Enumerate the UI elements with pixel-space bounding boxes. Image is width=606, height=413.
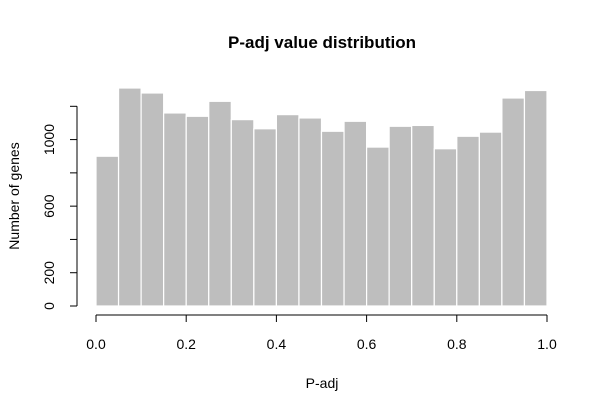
histogram-bar xyxy=(523,89,548,307)
x-tick-label: 0.6 xyxy=(357,336,377,352)
x-axis: 0.0 0.2 0.4 0.6 0.8 1.0 xyxy=(86,314,557,352)
y-tick-label: 1000 xyxy=(41,124,57,155)
histogram-bar xyxy=(388,125,413,307)
x-tick-label: 0.4 xyxy=(267,336,287,352)
histogram-bar xyxy=(456,135,480,307)
chart-title: P-adj value distribution xyxy=(228,33,416,52)
histogram-bar xyxy=(366,146,390,307)
histogram-bar xyxy=(208,100,232,307)
bars-group xyxy=(95,87,548,307)
y-axis-label: Number of genes xyxy=(6,142,22,249)
histogram-bar xyxy=(95,155,120,307)
histogram-bar xyxy=(343,120,368,307)
histogram-bar xyxy=(298,117,323,307)
histogram-bar xyxy=(275,114,300,307)
x-tick-label: 0.0 xyxy=(86,336,106,352)
y-tick-label: 0 xyxy=(41,302,57,310)
histogram-bar xyxy=(411,124,435,307)
y-axis: 0 200 600 1000 xyxy=(41,105,78,310)
x-tick-label: 1.0 xyxy=(537,336,557,352)
histogram-bar xyxy=(478,131,503,307)
histogram-bar xyxy=(320,130,345,307)
histogram-bar xyxy=(501,97,526,307)
histogram-bar xyxy=(163,112,187,307)
x-tick-label: 0.2 xyxy=(176,336,196,352)
histogram-bar xyxy=(140,92,165,307)
x-tick-label: 0.8 xyxy=(447,336,467,352)
histogram-bar xyxy=(433,148,458,307)
histogram-bar xyxy=(117,87,142,307)
y-tick-label: 600 xyxy=(41,194,57,218)
y-tick-label: 200 xyxy=(41,261,57,285)
histogram-bar xyxy=(230,119,255,307)
x-axis-label: P-adj xyxy=(306,375,339,391)
histogram-bar xyxy=(185,115,210,307)
histogram-bar xyxy=(253,128,278,307)
